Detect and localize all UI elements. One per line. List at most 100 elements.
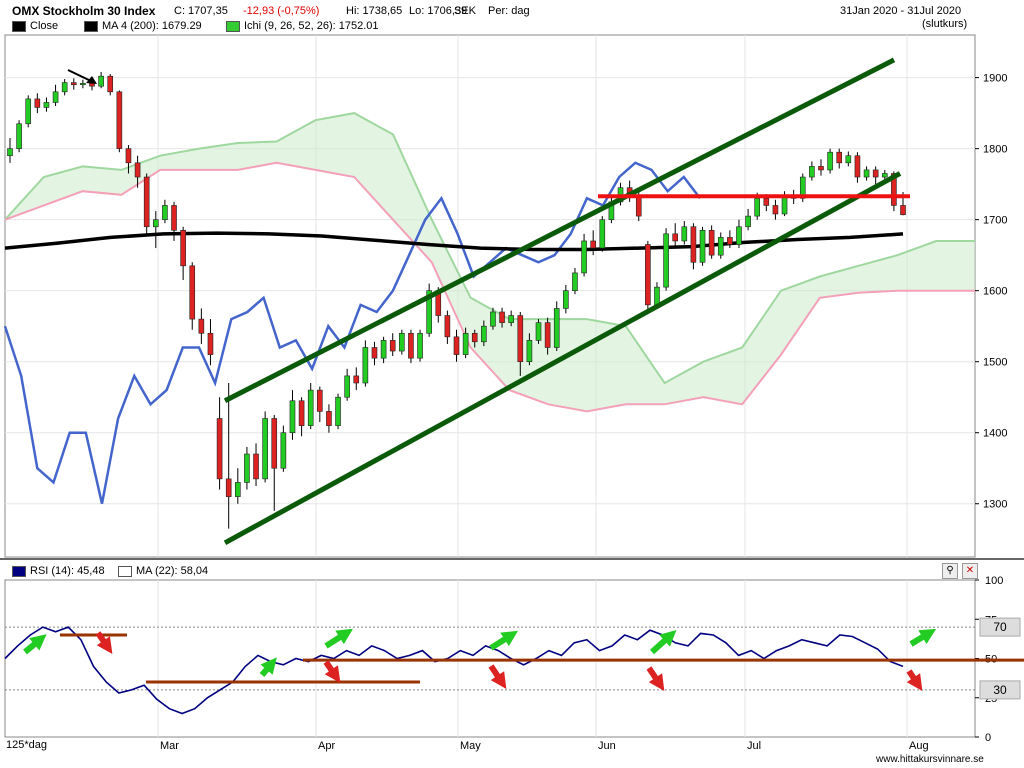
candle bbox=[590, 240, 596, 249]
ichimoku-cloud bbox=[5, 113, 975, 412]
ma200-line bbox=[4, 231, 904, 252]
candle bbox=[7, 148, 13, 157]
x-tick-label: Mar bbox=[160, 740, 179, 752]
date-range: 31Jan 2020 - 31Jul 2020 bbox=[840, 5, 962, 17]
candle bbox=[754, 198, 761, 217]
candle bbox=[827, 151, 833, 171]
candle bbox=[818, 166, 824, 171]
candle bbox=[335, 396, 341, 426]
y-tick-label: 1900 bbox=[983, 73, 1007, 85]
price-type: (slutkurs) bbox=[922, 18, 968, 30]
legend-rsi-ma-swatch bbox=[118, 565, 132, 577]
rsi-level-label: 30 bbox=[993, 683, 1007, 697]
candle bbox=[198, 318, 205, 334]
candle bbox=[107, 75, 114, 93]
candle bbox=[526, 340, 533, 362]
candle bbox=[307, 389, 314, 426]
watermark: www.hittakursvinnare.se bbox=[876, 754, 984, 765]
green-arrow-head bbox=[335, 628, 354, 645]
candle bbox=[699, 230, 706, 263]
green-arrow-head bbox=[918, 628, 937, 645]
candle bbox=[43, 102, 50, 108]
red-arrow-head bbox=[490, 671, 507, 689]
candle bbox=[189, 265, 196, 320]
change-value: -12,93 (-0,75%) bbox=[243, 5, 320, 17]
candle bbox=[499, 311, 505, 323]
candle bbox=[672, 233, 678, 242]
candle bbox=[289, 400, 296, 434]
candle bbox=[727, 237, 733, 245]
candle bbox=[471, 332, 478, 343]
high-value: Hi: 1738,65 bbox=[346, 5, 403, 17]
y-tick-label: 1300 bbox=[983, 499, 1007, 511]
candle bbox=[681, 226, 688, 242]
legend-rsi: RSI (14): 45,48 bbox=[12, 565, 105, 577]
candle bbox=[663, 233, 669, 288]
y-tick-label: 1800 bbox=[983, 144, 1007, 156]
rsi-line bbox=[4, 626, 904, 715]
candle bbox=[426, 290, 432, 334]
candle bbox=[216, 418, 223, 480]
currency: SEK bbox=[454, 5, 477, 17]
y-tick-label: 1400 bbox=[983, 428, 1007, 440]
candle bbox=[462, 332, 469, 355]
candle bbox=[152, 219, 159, 228]
candle bbox=[271, 418, 278, 469]
candle bbox=[708, 230, 715, 256]
candle bbox=[116, 91, 123, 149]
green-arrow-head bbox=[260, 657, 277, 675]
candle bbox=[836, 151, 843, 164]
red-arrow-head bbox=[96, 636, 113, 654]
candle bbox=[253, 453, 259, 480]
candle bbox=[235, 482, 241, 497]
candle bbox=[298, 400, 305, 426]
candle bbox=[809, 166, 815, 178]
candle bbox=[52, 91, 59, 103]
legend-ma: MA 4 (200): 1679.29 bbox=[84, 20, 202, 32]
rsi-tick-label: 100 bbox=[985, 575, 1003, 587]
magnifier-icon[interactable]: ⚲ bbox=[942, 563, 958, 579]
candle bbox=[134, 162, 141, 178]
candle bbox=[389, 340, 396, 352]
candle bbox=[125, 148, 132, 164]
y-tick-label: 1600 bbox=[983, 286, 1007, 298]
candle bbox=[690, 226, 697, 263]
y-tick-label: 1500 bbox=[983, 357, 1007, 369]
candle bbox=[353, 375, 360, 384]
candle bbox=[654, 286, 660, 306]
period: Per: dag bbox=[488, 5, 530, 17]
red-arrow-head bbox=[648, 673, 665, 691]
candle bbox=[845, 155, 852, 164]
candle bbox=[326, 411, 332, 426]
candle bbox=[362, 347, 369, 384]
close-icon[interactable]: ✕ bbox=[962, 563, 978, 579]
x-tick-label: Jul bbox=[747, 740, 761, 752]
candle bbox=[453, 336, 460, 355]
senkou-span-a bbox=[4, 112, 975, 385]
candle bbox=[207, 332, 214, 355]
candle bbox=[881, 173, 888, 178]
legend-close-label: Close bbox=[30, 20, 59, 32]
rsi-level-box bbox=[979, 617, 1021, 637]
legend-ma-label: MA 4 (200): 1679.29 bbox=[102, 20, 202, 32]
senkou-span-b bbox=[4, 161, 975, 413]
candle bbox=[143, 176, 150, 228]
red-arrow-head bbox=[906, 673, 923, 691]
candle bbox=[171, 205, 177, 231]
candle bbox=[89, 82, 95, 87]
candle bbox=[371, 347, 378, 359]
candle bbox=[444, 315, 451, 338]
candle bbox=[481, 325, 487, 343]
candle bbox=[900, 205, 906, 215]
green-arrow-head bbox=[29, 634, 47, 651]
comparison-line bbox=[3, 161, 701, 504]
candle bbox=[572, 272, 578, 291]
candle bbox=[553, 308, 560, 348]
legend-rsi-ma-label: MA (22): 58,04 bbox=[136, 565, 209, 577]
pointer-arrowhead bbox=[86, 76, 97, 84]
green-arrow-head bbox=[659, 629, 677, 647]
candle bbox=[599, 219, 606, 249]
candle bbox=[863, 169, 870, 178]
